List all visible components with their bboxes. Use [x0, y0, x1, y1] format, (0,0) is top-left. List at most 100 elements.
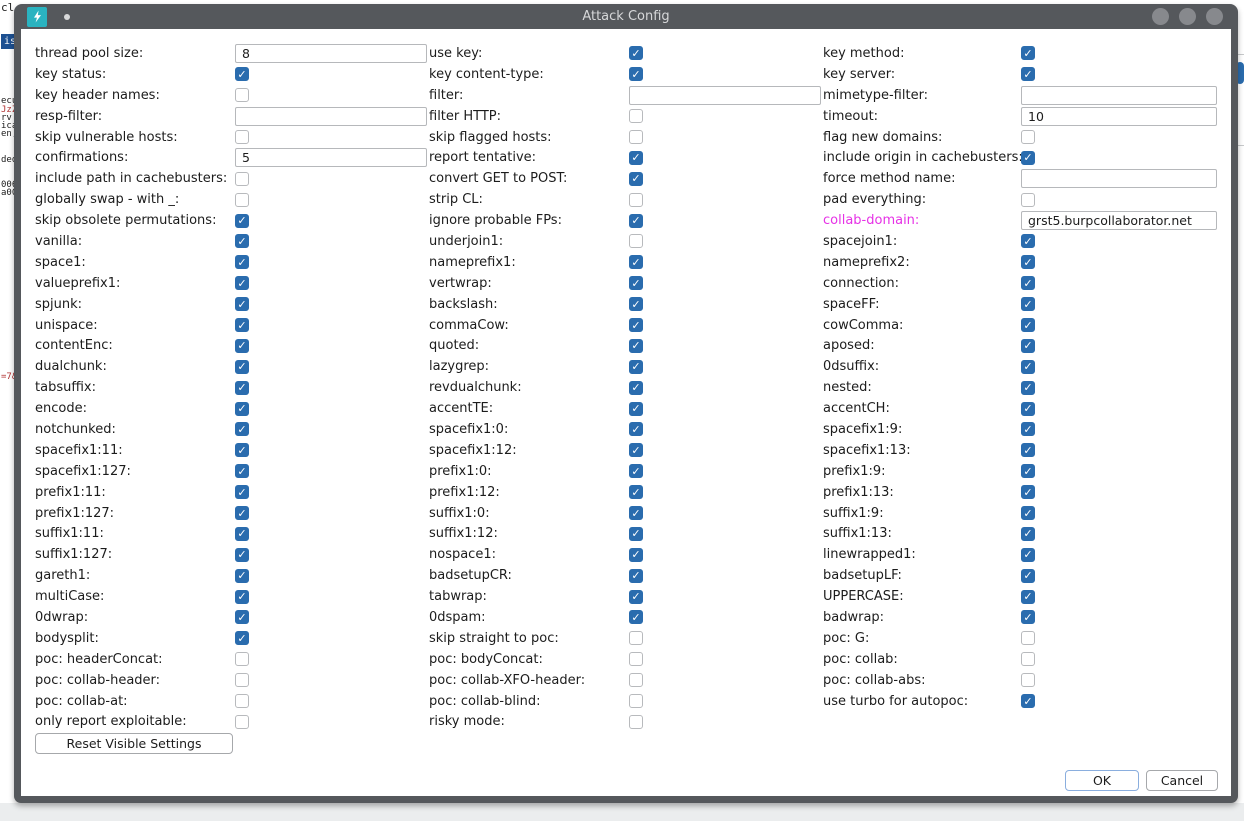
checkbox-prefix1-9[interactable]: ✓	[1021, 464, 1035, 479]
checkbox-badsetuplf[interactable]: ✓	[1021, 568, 1035, 583]
checkbox-strip-cl[interactable]	[629, 192, 643, 207]
checkbox-revdualchunk[interactable]: ✓	[629, 380, 643, 395]
checkbox-suffix1-13[interactable]: ✓	[1021, 526, 1035, 541]
checkbox-vanilla[interactable]: ✓	[235, 234, 249, 249]
checkbox-only-report-exploitable[interactable]	[235, 714, 249, 729]
checkbox-linewrapped1[interactable]: ✓	[1021, 547, 1035, 562]
checkbox-key-content-type[interactable]: ✓	[629, 67, 643, 82]
checkbox-poc-collab-blind[interactable]	[629, 694, 643, 709]
checkbox-prefix1-0[interactable]: ✓	[629, 464, 643, 479]
window-close-button[interactable]	[1206, 8, 1223, 25]
input-resp-filter[interactable]	[235, 106, 427, 126]
checkbox-skip-flagged-hosts[interactable]	[629, 130, 643, 144]
checkbox-quoted[interactable]: ✓	[629, 338, 643, 353]
checkbox-nested[interactable]: ✓	[1021, 380, 1035, 395]
checkbox-spacefix1-11[interactable]: ✓	[235, 443, 249, 458]
checkbox-poc-collab-abs[interactable]	[1021, 673, 1035, 688]
checkbox-lazygrep[interactable]: ✓	[629, 359, 643, 374]
checkbox-prefix1-127[interactable]: ✓	[235, 506, 249, 521]
checkbox-skip-obsolete-permutations[interactable]: ✓	[235, 213, 249, 228]
input-confirmations[interactable]	[235, 148, 427, 168]
checkbox-use-key[interactable]: ✓	[629, 46, 643, 61]
checkbox-spacefix1-0[interactable]: ✓	[629, 422, 643, 437]
checkbox-poc-headerconcat[interactable]	[235, 652, 249, 667]
checkbox-badsetupcr[interactable]: ✓	[629, 568, 643, 583]
window-maximize-button[interactable]	[1179, 8, 1196, 25]
checkbox-valueprefix1[interactable]: ✓	[235, 276, 249, 291]
checkbox-include-origin-in-cachebusters[interactable]: ✓	[1021, 150, 1035, 165]
checkbox-skip-straight-to-poc[interactable]	[629, 631, 643, 646]
checkbox-poc-collab-xfo-header[interactable]	[629, 673, 643, 688]
input-collab-domain[interactable]	[1021, 211, 1217, 231]
checkbox-globally-swap-with[interactable]	[235, 192, 249, 207]
checkbox-convert-get-to-post[interactable]: ✓	[629, 171, 643, 186]
checkbox-ignore-probable-fps[interactable]: ✓	[629, 213, 643, 228]
checkbox-notchunked[interactable]: ✓	[235, 422, 249, 437]
checkbox-commacow[interactable]: ✓	[629, 318, 643, 333]
checkbox-accentch[interactable]: ✓	[1021, 401, 1035, 416]
window-minimize-button[interactable]	[1152, 8, 1169, 25]
checkbox-space1[interactable]: ✓	[235, 255, 249, 270]
checkbox-tabsuffix[interactable]: ✓	[235, 380, 249, 395]
checkbox-underjoin1[interactable]	[629, 234, 643, 249]
checkbox-gareth1[interactable]: ✓	[235, 568, 249, 583]
checkbox-key-method[interactable]: ✓	[1021, 46, 1035, 61]
checkbox-spacefix1-127[interactable]: ✓	[235, 464, 249, 479]
checkbox-use-turbo-for-autopoc[interactable]: ✓	[1021, 694, 1035, 709]
checkbox-poc-bodyconcat[interactable]	[629, 652, 643, 667]
checkbox-filter-http[interactable]	[629, 109, 643, 124]
checkbox-key-server[interactable]: ✓	[1021, 67, 1035, 82]
dialog-titlebar[interactable]: Attack Config	[21, 4, 1231, 29]
checkbox-vertwrap[interactable]: ✓	[629, 276, 643, 291]
input-thread-pool-size[interactable]	[235, 43, 427, 63]
checkbox-tabwrap[interactable]: ✓	[629, 589, 643, 604]
checkbox-spaceff[interactable]: ✓	[1021, 297, 1035, 312]
checkbox-multicase[interactable]: ✓	[235, 589, 249, 604]
checkbox-include-path-in-cachebusters[interactable]	[235, 171, 249, 186]
checkbox-suffix1-9[interactable]: ✓	[1021, 506, 1035, 521]
input-force-method-name[interactable]	[1021, 169, 1217, 189]
checkbox-dualchunk[interactable]: ✓	[235, 359, 249, 374]
checkbox-suffix1-127[interactable]: ✓	[235, 547, 249, 562]
checkbox-nameprefix1[interactable]: ✓	[629, 255, 643, 270]
checkbox-spjunk[interactable]: ✓	[235, 297, 249, 312]
checkbox-skip-vulnerable-hosts[interactable]	[235, 130, 249, 144]
checkbox-accentte[interactable]: ✓	[629, 401, 643, 416]
checkbox-pad-everything[interactable]	[1021, 192, 1035, 207]
checkbox-0dspam[interactable]: ✓	[629, 610, 643, 625]
reset-visible-settings-button[interactable]: Reset Visible Settings	[35, 733, 233, 754]
checkbox-suffix1-11[interactable]: ✓	[235, 526, 249, 541]
ok-button[interactable]: OK	[1065, 770, 1139, 791]
checkbox-poc-collab-header[interactable]	[235, 673, 249, 688]
checkbox-suffix1-0[interactable]: ✓	[629, 506, 643, 521]
checkbox-0dsuffix[interactable]: ✓	[1021, 359, 1035, 374]
checkbox-poc-g[interactable]	[1021, 631, 1035, 646]
checkbox-aposed[interactable]: ✓	[1021, 338, 1035, 353]
checkbox-flag-new-domains[interactable]	[1021, 130, 1035, 144]
checkbox-prefix1-12[interactable]: ✓	[629, 485, 643, 500]
checkbox-0dwrap[interactable]: ✓	[235, 610, 249, 625]
checkbox-encode[interactable]: ✓	[235, 401, 249, 416]
checkbox-spacefix1-12[interactable]: ✓	[629, 443, 643, 458]
checkbox-backslash[interactable]: ✓	[629, 297, 643, 312]
checkbox-connection[interactable]: ✓	[1021, 276, 1035, 291]
input-filter[interactable]	[629, 85, 821, 105]
cancel-button[interactable]: Cancel	[1146, 770, 1218, 791]
input-mimetype-filter[interactable]	[1021, 85, 1217, 105]
checkbox-prefix1-13[interactable]: ✓	[1021, 485, 1035, 500]
input-timeout[interactable]	[1021, 106, 1217, 126]
checkbox-prefix1-11[interactable]: ✓	[235, 485, 249, 500]
checkbox-badwrap[interactable]: ✓	[1021, 610, 1035, 625]
checkbox-poc-collab-at[interactable]	[235, 694, 249, 709]
checkbox-nospace1[interactable]: ✓	[629, 547, 643, 562]
checkbox-key-header-names[interactable]	[235, 88, 249, 103]
checkbox-spacefix1-9[interactable]: ✓	[1021, 422, 1035, 437]
checkbox-unispace[interactable]: ✓	[235, 318, 249, 333]
checkbox-uppercase[interactable]: ✓	[1021, 589, 1035, 604]
checkbox-nameprefix2[interactable]: ✓	[1021, 255, 1035, 270]
checkbox-contentenc[interactable]: ✓	[235, 338, 249, 353]
checkbox-spacefix1-13[interactable]: ✓	[1021, 443, 1035, 458]
checkbox-poc-collab[interactable]	[1021, 652, 1035, 667]
checkbox-suffix1-12[interactable]: ✓	[629, 526, 643, 541]
checkbox-risky-mode[interactable]	[629, 714, 643, 729]
